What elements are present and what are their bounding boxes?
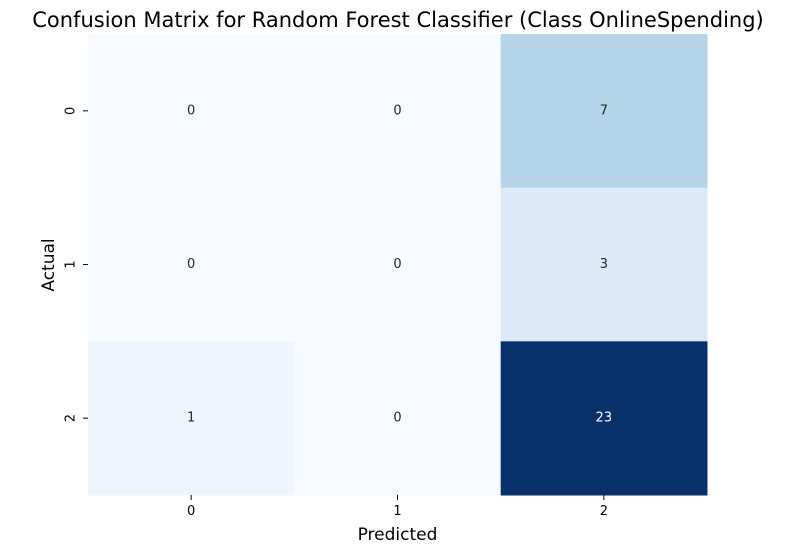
cell-value-label: 0 (393, 411, 401, 426)
heatmap-cell (500, 34, 708, 189)
y-axis-ticks: 0 1 2 (64, 107, 88, 422)
y-tick-label: 0 (64, 107, 79, 115)
heatmap-cell (88, 187, 295, 342)
x-axis-label: Predicted (358, 525, 438, 545)
heatmap-cell (294, 187, 502, 342)
heatmap-cell (500, 187, 708, 342)
x-tick-label: 1 (393, 504, 401, 519)
heatmap-cell (88, 341, 295, 496)
x-tick-label: 2 (600, 504, 608, 519)
heatmap-cell (500, 341, 708, 496)
cell-value-label: 0 (393, 257, 401, 272)
cell-value-label: 7 (600, 103, 608, 118)
cell-value-label: 3 (600, 257, 608, 272)
cell-value-label: 0 (187, 103, 195, 118)
heatmap-cell (294, 34, 502, 189)
chart-title: Confusion Matrix for Random Forest Class… (32, 8, 764, 32)
cell-value-label: 0 (187, 257, 195, 272)
x-axis-ticks: 0 1 2 (187, 495, 608, 519)
heatmap-cells: 0 0 7 0 0 3 1 0 23 (88, 34, 708, 496)
heatmap-cell (294, 341, 502, 496)
cell-value-label: 1 (187, 411, 195, 426)
heatmap-cell (88, 34, 295, 189)
y-tick-label: 2 (64, 414, 79, 422)
y-axis-label: Actual (39, 238, 59, 291)
cell-value-label: 0 (393, 103, 401, 118)
y-tick-label: 1 (64, 260, 79, 268)
cell-value-label: 23 (596, 411, 613, 426)
x-tick-label: 0 (187, 504, 195, 519)
